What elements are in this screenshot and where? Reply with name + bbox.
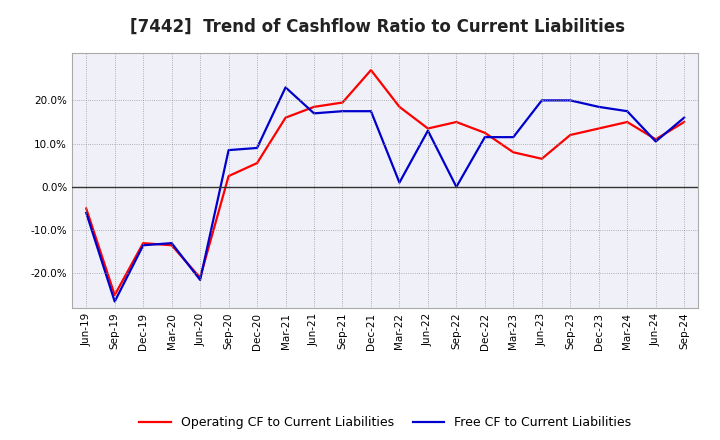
Operating CF to Current Liabilities <box>139 241 148 246</box>
Operating CF to Current Liabilities <box>595 126 603 131</box>
Free CF to Current Liabilities <box>680 115 688 120</box>
Operating CF to Current Liabilities <box>82 206 91 211</box>
Free CF to Current Liabilities <box>82 210 91 216</box>
Free CF to Current Liabilities <box>282 85 290 90</box>
Operating CF to Current Liabilities <box>566 132 575 138</box>
Legend: Operating CF to Current Liabilities, Free CF to Current Liabilities: Operating CF to Current Liabilities, Fre… <box>135 411 636 434</box>
Operating CF to Current Liabilities <box>310 104 318 110</box>
Free CF to Current Liabilities <box>452 184 461 190</box>
Free CF to Current Liabilities <box>338 109 347 114</box>
Operating CF to Current Liabilities <box>253 161 261 166</box>
Operating CF to Current Liabilities <box>196 275 204 280</box>
Line: Free CF to Current Liabilities: Free CF to Current Liabilities <box>86 88 684 301</box>
Operating CF to Current Liabilities <box>623 119 631 125</box>
Free CF to Current Liabilities <box>566 98 575 103</box>
Operating CF to Current Liabilities <box>423 126 432 131</box>
Operating CF to Current Liabilities <box>395 104 404 110</box>
Free CF to Current Liabilities <box>167 241 176 246</box>
Free CF to Current Liabilities <box>225 147 233 153</box>
Operating CF to Current Liabilities <box>537 156 546 161</box>
Operating CF to Current Liabilities <box>225 173 233 179</box>
Free CF to Current Liabilities <box>310 111 318 116</box>
Free CF to Current Liabilities <box>623 109 631 114</box>
Operating CF to Current Liabilities <box>480 130 489 136</box>
Free CF to Current Liabilities <box>537 98 546 103</box>
Free CF to Current Liabilities <box>196 277 204 282</box>
Operating CF to Current Liabilities <box>366 67 375 73</box>
Operating CF to Current Liabilities <box>652 137 660 142</box>
Free CF to Current Liabilities <box>395 180 404 185</box>
Free CF to Current Liabilities <box>366 109 375 114</box>
Operating CF to Current Liabilities <box>338 100 347 105</box>
Line: Operating CF to Current Liabilities: Operating CF to Current Liabilities <box>86 70 684 295</box>
Free CF to Current Liabilities <box>652 139 660 144</box>
Free CF to Current Liabilities <box>139 242 148 248</box>
Free CF to Current Liabilities <box>480 135 489 140</box>
Free CF to Current Liabilities <box>423 128 432 133</box>
Free CF to Current Liabilities <box>509 135 518 140</box>
Free CF to Current Liabilities <box>110 299 119 304</box>
Free CF to Current Liabilities <box>253 145 261 150</box>
Operating CF to Current Liabilities <box>167 242 176 248</box>
Free CF to Current Liabilities <box>595 104 603 110</box>
Operating CF to Current Liabilities <box>282 115 290 120</box>
Operating CF to Current Liabilities <box>509 150 518 155</box>
Operating CF to Current Liabilities <box>680 119 688 125</box>
Operating CF to Current Liabilities <box>452 119 461 125</box>
Operating CF to Current Liabilities <box>110 293 119 298</box>
Text: [7442]  Trend of Cashflow Ratio to Current Liabilities: [7442] Trend of Cashflow Ratio to Curren… <box>130 18 625 36</box>
